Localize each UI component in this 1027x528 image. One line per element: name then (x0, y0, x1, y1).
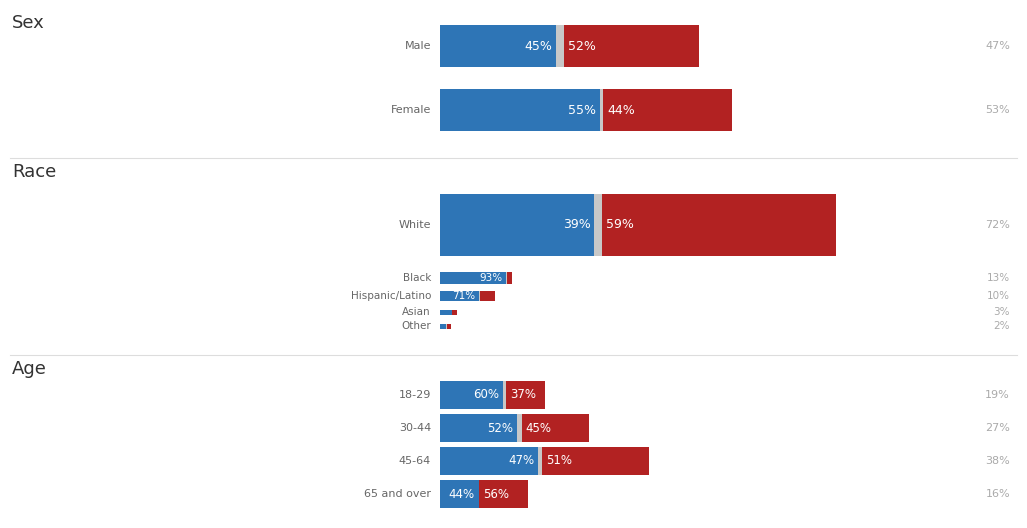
Text: Race: Race (12, 163, 56, 181)
Bar (440, 324, 447, 328)
Bar (481, 291, 495, 301)
Text: 59%: 59% (606, 219, 635, 231)
Text: 45%: 45% (526, 421, 551, 435)
Bar (502, 381, 506, 409)
Text: Other: Other (402, 321, 431, 331)
Text: White: White (398, 220, 431, 230)
Bar (595, 194, 603, 256)
Text: 47%: 47% (985, 41, 1010, 51)
Text: 52%: 52% (568, 40, 596, 52)
Bar (518, 414, 522, 442)
Text: 52%: 52% (487, 421, 514, 435)
Bar (440, 309, 452, 315)
Text: Age: Age (12, 360, 47, 378)
Text: 56%: 56% (483, 487, 508, 501)
Text: Asian: Asian (403, 307, 431, 317)
Text: Hispanic/Latino: Hispanic/Latino (350, 291, 431, 301)
Bar (557, 25, 564, 67)
Bar (440, 272, 506, 284)
Text: 10%: 10% (987, 291, 1010, 301)
Text: 19%: 19% (985, 390, 1010, 400)
Text: 44%: 44% (449, 487, 474, 501)
Bar (440, 381, 502, 409)
Text: 60%: 60% (472, 389, 499, 401)
Text: 55%: 55% (568, 103, 597, 117)
Bar (601, 89, 603, 131)
Text: Sex: Sex (12, 14, 45, 32)
Text: 37%: 37% (509, 389, 536, 401)
Text: 27%: 27% (985, 423, 1010, 433)
Bar (603, 194, 836, 256)
Text: 65 and over: 65 and over (364, 489, 431, 499)
Bar (440, 291, 479, 301)
Bar (479, 480, 528, 508)
Text: 13%: 13% (987, 273, 1010, 283)
Text: 38%: 38% (985, 456, 1010, 466)
Text: 53%: 53% (985, 105, 1010, 115)
Bar (440, 480, 479, 508)
Bar (603, 89, 731, 131)
Text: 45-64: 45-64 (398, 456, 431, 466)
Text: 18-29: 18-29 (398, 390, 431, 400)
Bar (440, 25, 557, 67)
Bar (542, 447, 649, 475)
Bar (507, 272, 511, 284)
Bar (452, 309, 456, 315)
Text: 71%: 71% (452, 291, 476, 301)
Bar (440, 447, 538, 475)
Text: 2%: 2% (993, 321, 1010, 331)
Bar (522, 414, 588, 442)
Text: Female: Female (390, 105, 431, 115)
Text: 51%: 51% (546, 455, 572, 467)
Text: 72%: 72% (985, 220, 1010, 230)
Bar (447, 324, 451, 328)
Text: Black: Black (403, 273, 431, 283)
Text: 30-44: 30-44 (398, 423, 431, 433)
Text: 44%: 44% (607, 103, 635, 117)
Text: 45%: 45% (525, 40, 553, 52)
Bar (564, 25, 698, 67)
Text: 93%: 93% (480, 273, 502, 283)
Text: 47%: 47% (508, 455, 534, 467)
Bar (506, 381, 544, 409)
Text: 39%: 39% (563, 219, 591, 231)
Bar (440, 89, 601, 131)
Bar (479, 291, 481, 301)
Text: 3%: 3% (993, 307, 1010, 317)
Bar (440, 194, 595, 256)
Bar (538, 447, 542, 475)
Text: Male: Male (405, 41, 431, 51)
Text: 16%: 16% (985, 489, 1010, 499)
Bar (440, 414, 518, 442)
